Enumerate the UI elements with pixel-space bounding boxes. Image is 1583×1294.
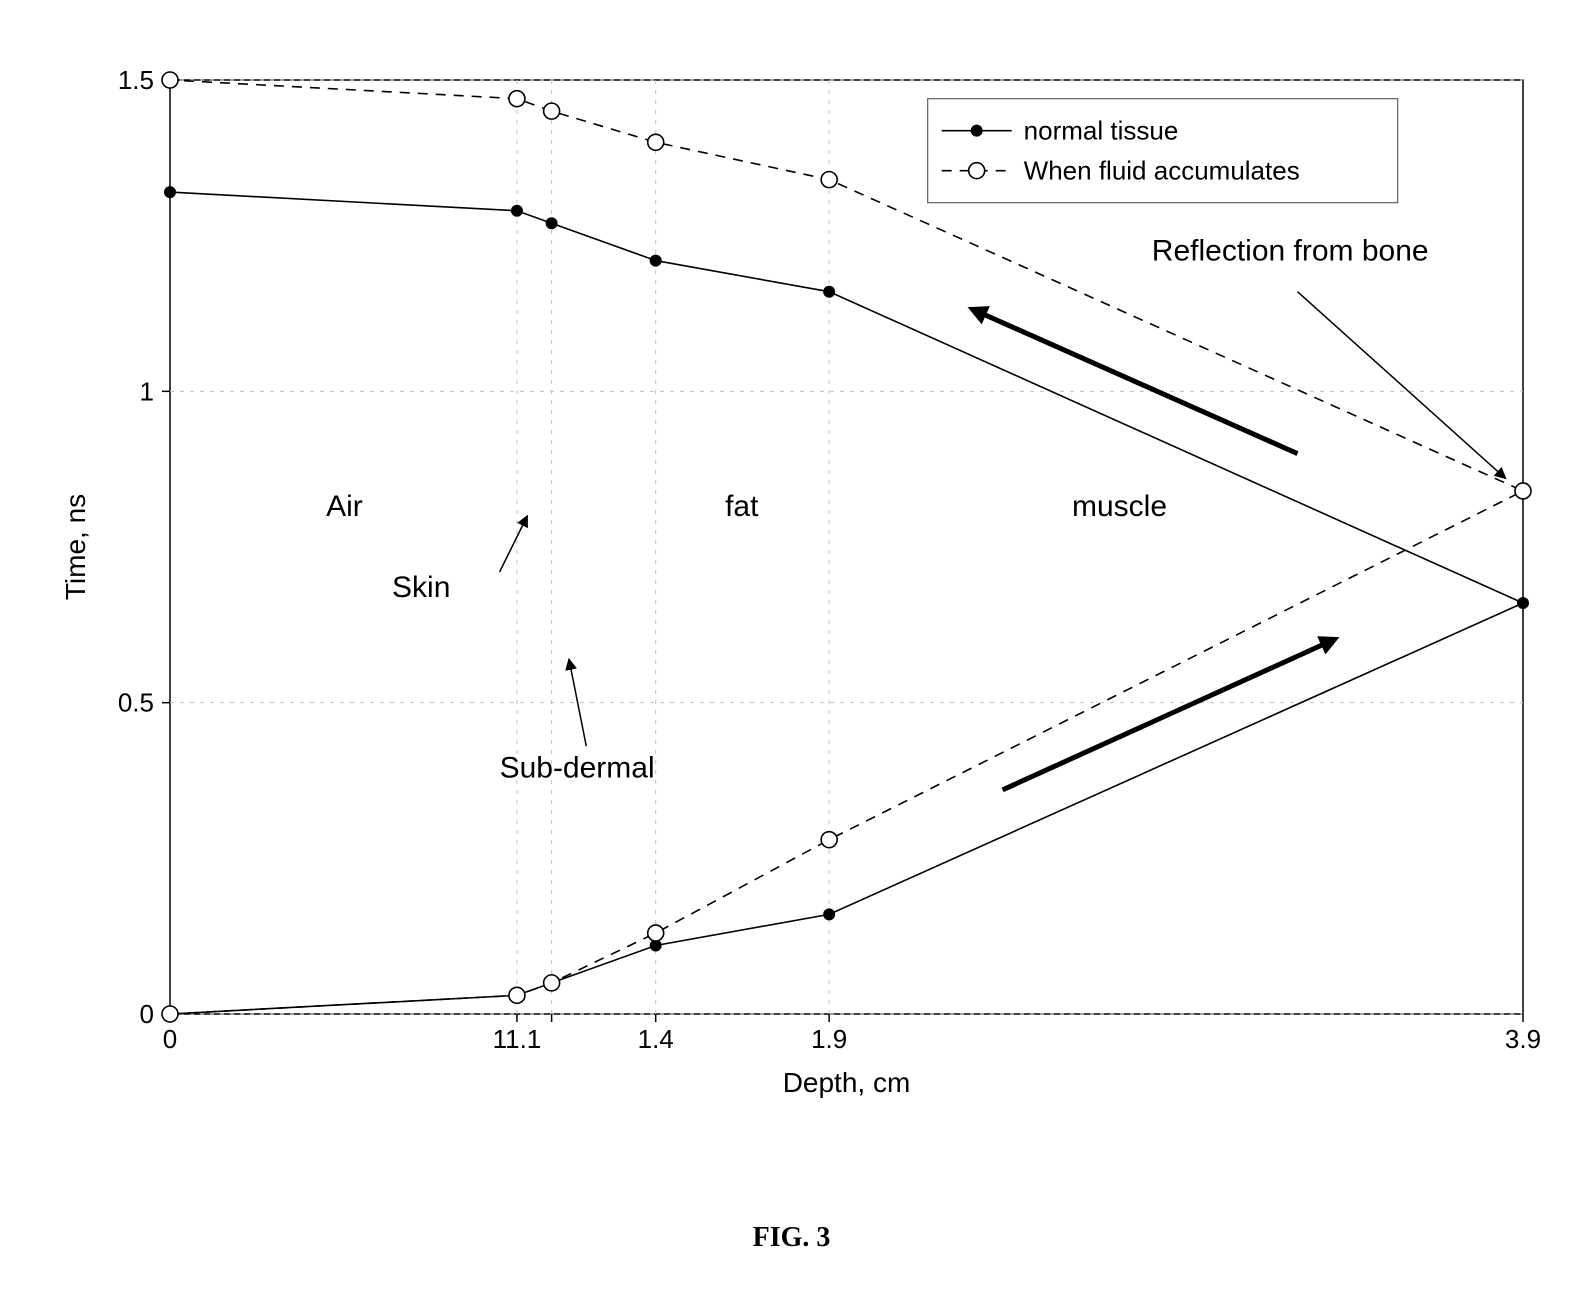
legend-entry: normal tissue xyxy=(1024,116,1179,146)
x-tick-label: 11.1 xyxy=(493,1024,542,1054)
annotation-label: Skin xyxy=(392,571,450,604)
annotation-label: fat xyxy=(725,490,759,523)
y-tick-label: 1.5 xyxy=(118,65,154,95)
y-axis-label: Time, ns xyxy=(60,494,91,600)
time-depth-chart: 0 11.1 1.4 1.9 3.9 0 0.5 1 1.5 Depth, cm Time, ns A… xyxy=(0,0,1583,1294)
series-marker xyxy=(648,925,664,941)
series-marker xyxy=(821,832,837,848)
series-marker xyxy=(511,205,523,217)
y-tick-label: 0.5 xyxy=(118,688,154,718)
annotation-label: muscle xyxy=(1072,490,1167,523)
y-tick-label: 1 xyxy=(140,376,154,406)
x-tick-label: 1.9 xyxy=(811,1024,847,1054)
series-marker xyxy=(823,286,835,298)
series-marker xyxy=(544,975,560,991)
series-marker xyxy=(1515,483,1531,499)
plot-area xyxy=(170,80,1523,1014)
figure-container: 0 11.1 1.4 1.9 3.9 0 0.5 1 1.5 Depth, cm Time, ns A… xyxy=(0,0,1583,1294)
x-axis-label: Depth, cm xyxy=(783,1067,911,1098)
series-marker xyxy=(509,987,525,1003)
series-marker xyxy=(650,255,662,267)
annotation-label: Reflection from bone xyxy=(1152,235,1429,268)
annotation-label: Air xyxy=(326,490,363,523)
series-marker xyxy=(1517,597,1529,609)
figure-caption: FIG. 3 xyxy=(753,1222,831,1254)
series-marker xyxy=(546,217,558,229)
series-marker xyxy=(648,134,664,150)
series-marker xyxy=(162,72,178,88)
x-tick-label: 0 xyxy=(163,1024,177,1054)
legend-entry: When fluid accumulates xyxy=(1024,156,1300,186)
series-marker xyxy=(821,172,837,188)
y-tick-label: 0 xyxy=(140,999,154,1029)
series-marker xyxy=(509,91,525,107)
x-tick-label: 1.4 xyxy=(638,1024,674,1054)
annotation-label: Sub-dermal xyxy=(500,751,655,784)
legend: normal tissue When fluid accumulates xyxy=(928,99,1398,203)
series-marker xyxy=(823,908,835,920)
series-marker xyxy=(162,1006,178,1022)
x-tick-label: 3.9 xyxy=(1505,1024,1541,1054)
series-marker xyxy=(164,186,176,198)
series-marker xyxy=(544,103,560,119)
